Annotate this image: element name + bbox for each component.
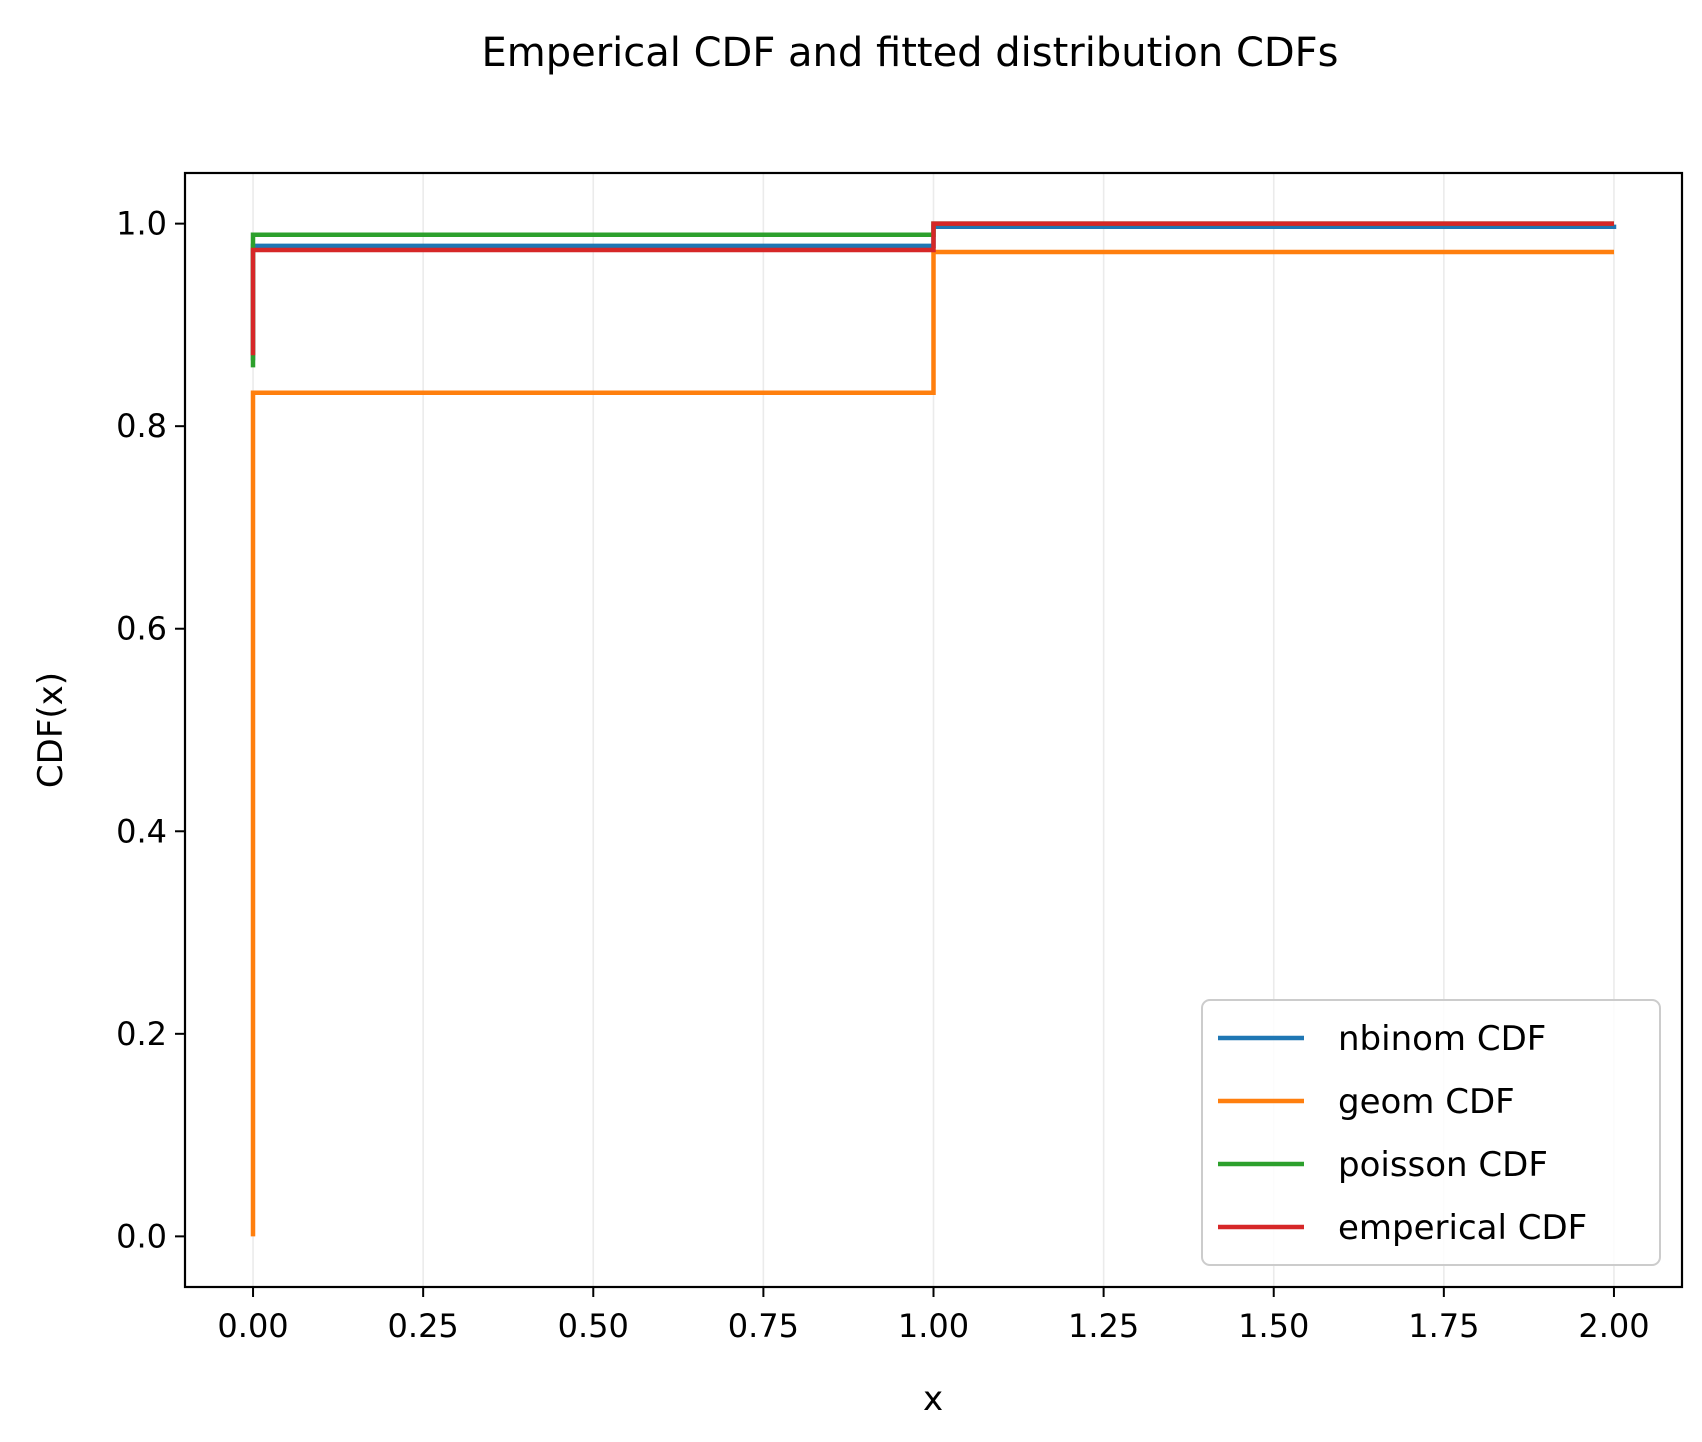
x-tick-label: 1.00	[898, 1307, 969, 1345]
series-line-3	[250, 221, 1614, 356]
y-tick-label: 0.6	[116, 610, 167, 648]
legend: nbinom CDF geom CDF poisson CDF emperical C…	[1201, 999, 1661, 1266]
y-tick-label: 0.2	[116, 1015, 167, 1053]
x-tick-label: 1.50	[1238, 1307, 1309, 1345]
x-tick-label: 1.75	[1408, 1307, 1479, 1345]
legend-box	[1201, 999, 1661, 1266]
legend-label: poisson CDF	[1338, 1145, 1548, 1185]
legend-label: emperical CDF	[1338, 1208, 1587, 1248]
y-tick-label: 0.0	[116, 1217, 167, 1255]
x-tick-label: 1.25	[1068, 1307, 1139, 1345]
legend-label: geom CDF	[1338, 1082, 1515, 1122]
legend-label: nbinom CDF	[1338, 1019, 1546, 1059]
x-axis: 0.00 0.25 0.50 0.75 1.00 1.25 1.50 1.75 2.00	[217, 1287, 1650, 1345]
x-tick-label: 0.50	[558, 1307, 629, 1345]
y-axis: 0.0 0.2 0.4 0.6 0.8 1.0	[116, 205, 185, 1255]
x-tick-label: 2.00	[1578, 1307, 1649, 1345]
x-tick-label: 0.00	[217, 1307, 288, 1345]
y-tick-label: 1.0	[116, 205, 167, 243]
x-tick-label: 0.75	[728, 1307, 799, 1345]
y-tick-label: 0.8	[116, 407, 167, 445]
y-tick-label: 0.4	[116, 812, 167, 850]
series-line-1	[250, 249, 1614, 1237]
y-axis-title: CDF(x)	[31, 672, 71, 788]
chart-title: Emperical CDF and fitted distribution CD…	[481, 30, 1338, 76]
x-axis-title: x	[923, 1379, 943, 1419]
x-tick-label: 0.25	[388, 1307, 459, 1345]
series-lines	[250, 221, 1617, 1237]
